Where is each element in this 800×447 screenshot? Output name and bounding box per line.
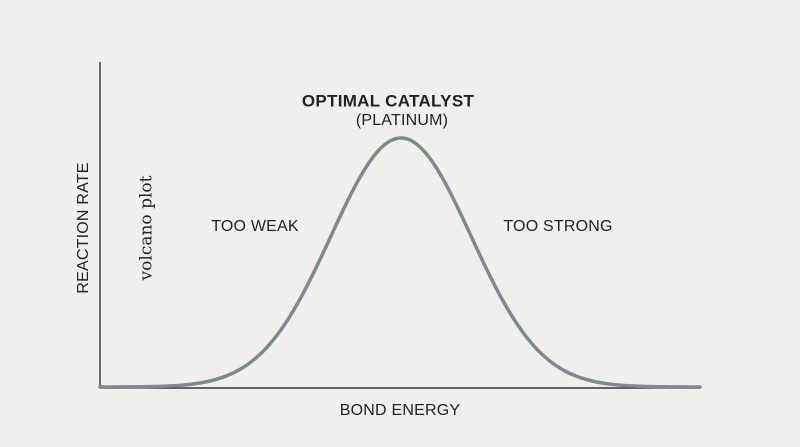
x-axis-label: BOND ENERGY [339,402,461,419]
too-weak-label: TOO WEAK [211,218,299,235]
peak-sublabel: (PLATINUM) [355,112,449,129]
peak-label: OPTIMAL CATALYST [301,91,475,111]
volcano-curve [98,136,702,389]
side-caption: volcano plot [136,175,157,281]
too-strong-label: TOO STRONG [503,218,613,235]
y-axis-label: REACTION RATE [75,162,92,294]
